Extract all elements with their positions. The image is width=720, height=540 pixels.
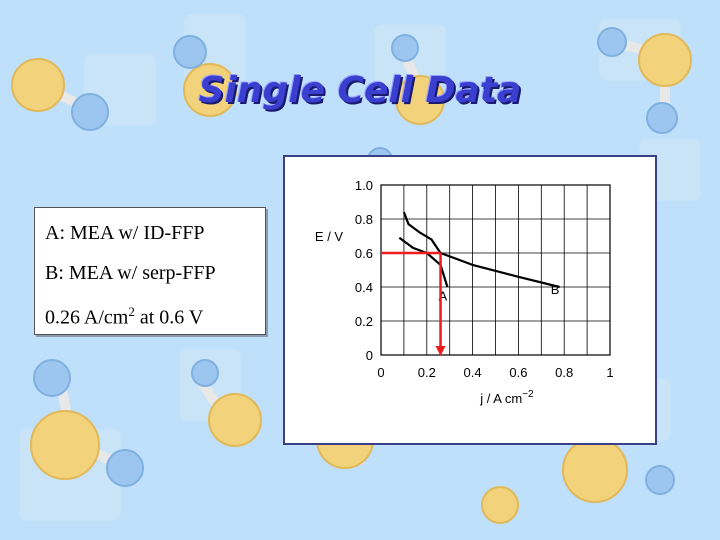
y-axis-label: E / V	[315, 229, 344, 244]
x-tick-label: 0.8	[555, 365, 573, 380]
chart: 0 0.2 0.4 0.6 0.8 1.0 0 0.2 0.4 0.6 0.8 1 E / V j / A…	[315, 178, 614, 406]
x-tick-label: 0.4	[464, 365, 482, 380]
x-tick-label: 0.6	[509, 365, 527, 380]
operating-current-arrowhead	[435, 346, 446, 356]
y-tick-label: 0.6	[355, 246, 373, 261]
x-tick-label: 1	[606, 365, 613, 380]
x-axis-label-exponent: −2	[522, 389, 534, 400]
slide-title: Single Cell Data	[198, 70, 522, 111]
operating-current-exponent: 2	[128, 304, 135, 319]
legend-box: A: MEA w/ ID-FFP B: MEA w/ serp-FFP 0.26…	[34, 207, 266, 335]
y-tick-label: 0.8	[355, 212, 373, 227]
y-tick-label: 1.0	[355, 178, 373, 193]
legend-line-c: 0.26 A/cm2 at 0.6 V	[45, 304, 203, 330]
y-tick-label: 0.4	[355, 280, 373, 295]
y-tick-label: 0.2	[355, 314, 373, 329]
legend-line-b: B: MEA w/ serp-FFP	[45, 262, 216, 284]
operating-current-text: 0.26 A/cm	[45, 306, 129, 329]
series-b-label: B	[551, 282, 560, 297]
series-b-line	[402, 211, 560, 289]
plot-frame	[380, 184, 611, 356]
x-tick-label: 0	[377, 365, 384, 380]
series-a-label: A	[438, 289, 447, 304]
y-tick-label: 0	[366, 348, 373, 363]
x-axis-label: j / A cm−2	[479, 389, 534, 406]
chart-panel: 0 0.2 0.4 0.6 0.8 1.0 0 0.2 0.4 0.6 0.8 1 E / V j / A…	[283, 155, 657, 445]
operating-voltage-text: at 0.6 V	[134, 306, 204, 329]
x-tick-label: 0.2	[418, 365, 436, 380]
legend-line-a: A: MEA w/ ID-FFP	[45, 222, 205, 244]
